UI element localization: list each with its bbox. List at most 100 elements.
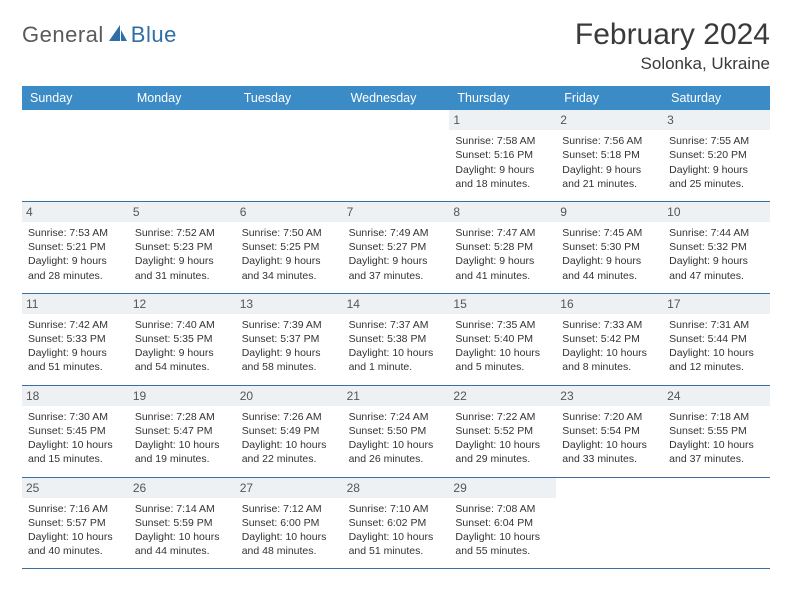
sunset-text: Sunset: 5:23 PM [135,240,230,254]
calendar-cell: 20Sunrise: 7:26 AMSunset: 5:49 PMDayligh… [236,386,343,477]
weekday-header: Saturday [663,86,770,110]
daylight-text: Daylight: 10 hours [455,530,550,544]
sunset-text: Sunset: 5:59 PM [135,516,230,530]
calendar-cell: 2Sunrise: 7:56 AMSunset: 5:18 PMDaylight… [556,110,663,201]
daylight-text: and 51 minutes. [28,360,123,374]
weekday-header: Wednesday [343,86,450,110]
calendar-week: 18Sunrise: 7:30 AMSunset: 5:45 PMDayligh… [22,386,770,478]
weekday-header: Tuesday [236,86,343,110]
sunset-text: Sunset: 5:28 PM [455,240,550,254]
sunset-text: Sunset: 5:44 PM [669,332,764,346]
daylight-text: Daylight: 9 hours [455,254,550,268]
daylight-text: and 25 minutes. [669,177,764,191]
daylight-text: Daylight: 9 hours [135,346,230,360]
sunrise-text: Sunrise: 7:18 AM [669,410,764,424]
daylight-text: Daylight: 9 hours [242,254,337,268]
sunset-text: Sunset: 5:18 PM [562,148,657,162]
day-number: 27 [236,478,343,498]
calendar-week: 4Sunrise: 7:53 AMSunset: 5:21 PMDaylight… [22,202,770,294]
calendar-week: 25Sunrise: 7:16 AMSunset: 5:57 PMDayligh… [22,478,770,570]
calendar-cell: 19Sunrise: 7:28 AMSunset: 5:47 PMDayligh… [129,386,236,477]
daylight-text: Daylight: 9 hours [455,163,550,177]
daylight-text: and 48 minutes. [242,544,337,558]
daylight-text: Daylight: 10 hours [135,438,230,452]
sunrise-text: Sunrise: 7:16 AM [28,502,123,516]
day-number: 14 [343,294,450,314]
daylight-text: and 8 minutes. [562,360,657,374]
calendar-cell: 4Sunrise: 7:53 AMSunset: 5:21 PMDaylight… [22,202,129,293]
logo-text-part1: General [22,22,104,48]
calendar-cell: 8Sunrise: 7:47 AMSunset: 5:28 PMDaylight… [449,202,556,293]
sunrise-text: Sunrise: 7:40 AM [135,318,230,332]
day-number: 3 [663,110,770,130]
calendar-cell: 24Sunrise: 7:18 AMSunset: 5:55 PMDayligh… [663,386,770,477]
sunset-text: Sunset: 5:27 PM [349,240,444,254]
sunset-text: Sunset: 5:25 PM [242,240,337,254]
day-number: 9 [556,202,663,222]
header: General Blue February 2024 Solonka, Ukra… [22,18,770,74]
sunrise-text: Sunrise: 7:56 AM [562,134,657,148]
sunset-text: Sunset: 5:16 PM [455,148,550,162]
sunset-text: Sunset: 5:50 PM [349,424,444,438]
sunset-text: Sunset: 5:30 PM [562,240,657,254]
day-number: 26 [129,478,236,498]
calendar-cell-empty [343,110,450,201]
calendar-cell-empty [22,110,129,201]
calendar-week: 11Sunrise: 7:42 AMSunset: 5:33 PMDayligh… [22,294,770,386]
daylight-text: and 54 minutes. [135,360,230,374]
daylight-text: Daylight: 10 hours [242,530,337,544]
daylight-text: and 37 minutes. [349,269,444,283]
sunset-text: Sunset: 5:38 PM [349,332,444,346]
calendar-cell: 26Sunrise: 7:14 AMSunset: 5:59 PMDayligh… [129,478,236,569]
logo: General Blue [22,18,177,48]
calendar-cell: 29Sunrise: 7:08 AMSunset: 6:04 PMDayligh… [449,478,556,569]
calendar-cell: 6Sunrise: 7:50 AMSunset: 5:25 PMDaylight… [236,202,343,293]
calendar-cell-empty [236,110,343,201]
daylight-text: Daylight: 10 hours [349,530,444,544]
day-number: 22 [449,386,556,406]
day-number: 19 [129,386,236,406]
daylight-text: and 26 minutes. [349,452,444,466]
daylight-text: and 40 minutes. [28,544,123,558]
daylight-text: and 1 minute. [349,360,444,374]
calendar-cell: 18Sunrise: 7:30 AMSunset: 5:45 PMDayligh… [22,386,129,477]
sunset-text: Sunset: 5:54 PM [562,424,657,438]
calendar-cell: 27Sunrise: 7:12 AMSunset: 6:00 PMDayligh… [236,478,343,569]
calendar-cell: 23Sunrise: 7:20 AMSunset: 5:54 PMDayligh… [556,386,663,477]
day-number: 24 [663,386,770,406]
daylight-text: Daylight: 10 hours [455,346,550,360]
weekday-header: Thursday [449,86,556,110]
sunrise-text: Sunrise: 7:28 AM [135,410,230,424]
sunset-text: Sunset: 5:35 PM [135,332,230,346]
calendar-cell: 10Sunrise: 7:44 AMSunset: 5:32 PMDayligh… [663,202,770,293]
calendar-week: 1Sunrise: 7:58 AMSunset: 5:16 PMDaylight… [22,110,770,202]
daylight-text: Daylight: 9 hours [669,163,764,177]
sunrise-text: Sunrise: 7:08 AM [455,502,550,516]
daylight-text: Daylight: 10 hours [242,438,337,452]
calendar-cell: 12Sunrise: 7:40 AMSunset: 5:35 PMDayligh… [129,294,236,385]
day-number: 10 [663,202,770,222]
sunset-text: Sunset: 5:21 PM [28,240,123,254]
daylight-text: and 41 minutes. [455,269,550,283]
daylight-text: and 22 minutes. [242,452,337,466]
daylight-text: Daylight: 10 hours [349,438,444,452]
daylight-text: Daylight: 9 hours [562,254,657,268]
daylight-text: and 5 minutes. [455,360,550,374]
sunrise-text: Sunrise: 7:50 AM [242,226,337,240]
calendar-cell: 1Sunrise: 7:58 AMSunset: 5:16 PMDaylight… [449,110,556,201]
calendar-cell: 3Sunrise: 7:55 AMSunset: 5:20 PMDaylight… [663,110,770,201]
sunrise-text: Sunrise: 7:53 AM [28,226,123,240]
daylight-text: Daylight: 10 hours [28,438,123,452]
day-number: 13 [236,294,343,314]
sunrise-text: Sunrise: 7:39 AM [242,318,337,332]
sunset-text: Sunset: 5:52 PM [455,424,550,438]
sunrise-text: Sunrise: 7:33 AM [562,318,657,332]
calendar-cell: 16Sunrise: 7:33 AMSunset: 5:42 PMDayligh… [556,294,663,385]
daylight-text: and 15 minutes. [28,452,123,466]
weekday-header-row: Sunday Monday Tuesday Wednesday Thursday… [22,86,770,110]
day-number: 28 [343,478,450,498]
sunrise-text: Sunrise: 7:30 AM [28,410,123,424]
calendar-cell: 11Sunrise: 7:42 AMSunset: 5:33 PMDayligh… [22,294,129,385]
day-number: 25 [22,478,129,498]
sunset-text: Sunset: 6:02 PM [349,516,444,530]
